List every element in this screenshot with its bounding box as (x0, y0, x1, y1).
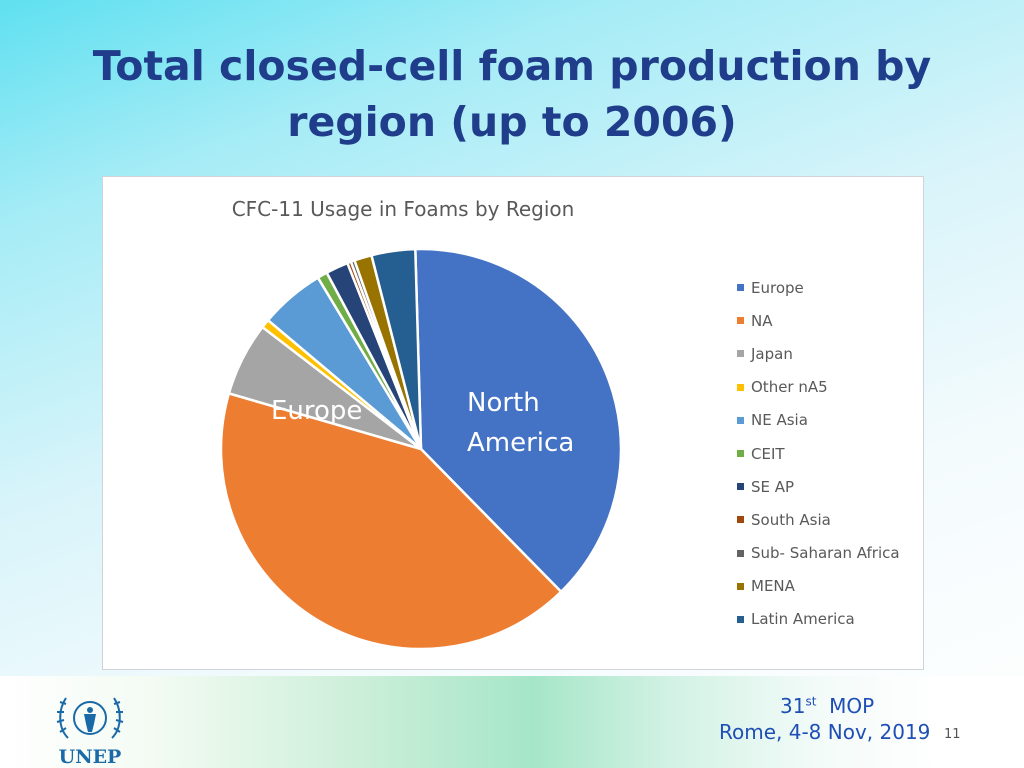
legend-label: Europe (751, 278, 804, 297)
legend-label: Sub- Saharan Africa (751, 544, 900, 563)
legend-label: MENA (751, 577, 795, 596)
legend-label: Other nA5 (751, 378, 828, 397)
legend-swatch (737, 516, 744, 524)
un-emblem-icon (56, 697, 124, 739)
legend-item-ceit: CEIT (737, 437, 900, 470)
legend-item-sub-saharan-africa: Sub- Saharan Africa (737, 537, 900, 570)
footer-band (0, 676, 1024, 768)
legend-swatch (737, 582, 744, 590)
legend-swatch (737, 383, 744, 391)
legend-item-mena: MENA (737, 570, 900, 603)
legend-item-latin-america: Latin America (737, 603, 900, 636)
chart-panel: CFC-11 Usage in Foams by Region Europe N… (102, 176, 924, 670)
legend-swatch (737, 416, 744, 424)
legend-label: NA (751, 311, 773, 330)
legend-label: CEIT (751, 444, 785, 463)
legend-swatch (737, 284, 744, 292)
logo-text: UNEP (58, 746, 122, 768)
legend-label: South Asia (751, 510, 831, 529)
slide-title-line-1: Total closed-cell foam production by (92, 42, 932, 90)
legend-item-japan: Japan (737, 337, 900, 370)
legend-item-se-ap: SE AP (737, 470, 900, 503)
meeting-suffix: st (805, 694, 817, 709)
chart-title: CFC-11 Usage in Foams by Region (231, 197, 575, 221)
slide-title-line-2: region (up to 2006) (287, 98, 737, 146)
pie-slice-europe (414, 247, 623, 594)
slice-label-europe: Europe (271, 396, 363, 426)
legend-label: Latin America (751, 610, 855, 629)
legend-item-ne-asia: NE Asia (737, 404, 900, 437)
pie-slice-na (219, 391, 563, 651)
location-date: Rome, 4-8 Nov, 2019 (719, 720, 931, 744)
legend-swatch (737, 549, 744, 557)
pie-chart (219, 247, 623, 651)
legend-item-na: NA (737, 304, 900, 337)
legend-item-europe: Europe (737, 271, 900, 304)
meeting-name: MOP (829, 694, 875, 718)
meeting-number: 31 (780, 694, 806, 718)
slice-label-north-america: North America (467, 388, 575, 458)
legend-swatch (737, 350, 744, 358)
legend-swatch (737, 450, 744, 458)
legend-swatch (737, 615, 744, 623)
legend-label: Japan (751, 344, 793, 363)
pie-slice-latin-america (369, 247, 423, 450)
meeting-label: 31st MOP (780, 694, 874, 718)
legend-swatch (737, 483, 744, 491)
legend-swatch (737, 317, 744, 325)
legend-item-south-asia: South Asia (737, 503, 900, 536)
chart-legend: Europe NA Japan Other nA5 NE Asia CEIT SE AP So… (737, 271, 900, 636)
unep-logo: UNEP (48, 690, 132, 768)
legend-label: SE AP (751, 477, 795, 496)
legend-item-other-na5: Other nA5 (737, 371, 900, 404)
slide-title: Total closed-cell foam production by reg… (40, 38, 984, 150)
page-number: 11 (944, 727, 961, 742)
legend-label: NE Asia (751, 411, 808, 430)
